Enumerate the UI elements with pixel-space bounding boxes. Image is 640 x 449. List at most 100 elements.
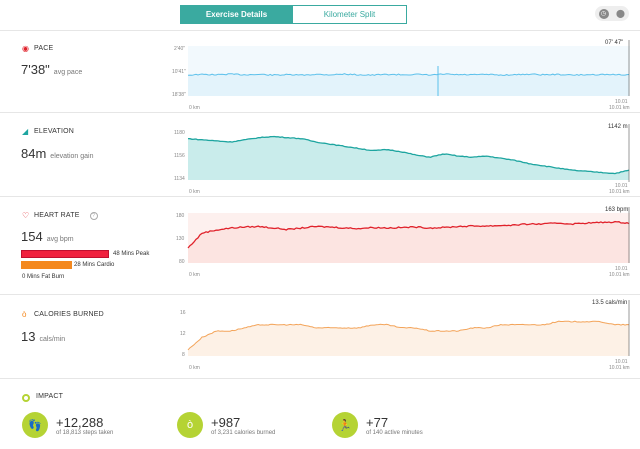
calories-line — [187, 320, 630, 351]
tab-exercise-details[interactable]: Exercise Details — [180, 5, 293, 24]
impact-steps: 👣 +12,288 of 18,813 steps taken — [22, 412, 177, 438]
elevation-header: ◢ ELEVATION — [22, 127, 74, 136]
calories-summary: 13 cals/min — [21, 329, 65, 344]
heart-x-end: 10.01 — [615, 266, 628, 272]
heart-x-end-km: 10.01 km — [609, 272, 630, 278]
heart-area — [188, 221, 629, 263]
calories-header: ò CALORIES BURNED — [22, 310, 104, 319]
zone-label-peak: 48 Mins Peak — [113, 251, 150, 257]
calories-unit: cals/min — [39, 336, 66, 343]
impact-steps-sub: of 18,813 steps taken — [56, 429, 114, 436]
zone-label-cardio: 28 Mins Cardio — [74, 262, 115, 268]
pin-icon[interactable]: ⬤ — [616, 8, 625, 18]
elevation-unit: elevation gain — [50, 153, 94, 160]
calories-ytick-2: 8 — [182, 352, 185, 358]
help-icon[interactable]: ? — [89, 211, 98, 220]
zone-bar-peak — [21, 250, 109, 258]
pace-svg: 2'40" 10'41" 18'38" 07' 47" 0 km 10.01 1… — [172, 40, 630, 111]
pace-title: PACE — [34, 45, 54, 52]
pace-unit: avg pace — [53, 69, 83, 76]
zone-bar-cardio — [21, 261, 72, 269]
impact-calories-sub: of 3,231 calories burned — [211, 429, 276, 436]
elevation-x-end-km: 10.01 km — [609, 189, 630, 195]
heart-line — [187, 220, 630, 249]
calories-title: CALORIES BURNED — [34, 311, 104, 318]
divider — [0, 30, 640, 31]
elevation-summary: 84m elevation gain — [21, 146, 94, 161]
pace-chart[interactable]: 2'40" 10'41" 18'38" 07' 47" 0 km 10.01 1… — [160, 38, 630, 111]
impact-header: IMPACT — [36, 393, 63, 400]
footprints-icon: 👣 — [22, 412, 48, 438]
heart-title: HEART RATE — [34, 212, 80, 219]
divider — [0, 378, 640, 379]
impact-active-value: +77 — [366, 414, 389, 430]
elevation-ytick-2: 1134 — [174, 176, 185, 182]
pace-ytick-0: 2'40" — [174, 46, 185, 52]
calories-ytick-0: 16 — [180, 310, 186, 316]
elevation-ytick-1: 1156 — [174, 153, 185, 159]
tab-kilometer-split[interactable]: Kilometer Split — [293, 5, 407, 24]
calories-x-end: 10.01 — [615, 359, 628, 365]
pace-x-end-km: 10.01 km — [609, 105, 630, 111]
impact-title: IMPACT — [36, 393, 64, 400]
pace-summary: 7'38" avg pace — [21, 62, 82, 77]
divider — [0, 196, 640, 197]
calories-x-end-km: 10.01 km — [609, 365, 630, 371]
pace-x-start: 0 km — [189, 105, 200, 111]
pace-area — [188, 73, 629, 96]
pace-peak: 07' 47" — [605, 40, 623, 46]
elevation-peak: 1142 m — [608, 124, 628, 130]
flame-icon: ò — [22, 310, 27, 319]
impact-calories-value: +987 — [211, 414, 241, 430]
calories-peak: 13.5 cals/min — [592, 300, 627, 306]
divider — [0, 112, 640, 113]
impact-calories: ò +987 of 3,231 calories burned — [177, 412, 332, 438]
heart-peak: 163 bpm — [605, 207, 628, 213]
mountain-icon: ◢ — [22, 127, 29, 136]
heart-unit: avg bpm — [46, 236, 74, 243]
calories-svg: 16 12 8 13.5 cals/min 0 km 10.01 10.01 k… — [180, 300, 630, 371]
elevation-ytick-0: 1180 — [174, 130, 185, 136]
heart-icon: ♡ — [22, 211, 30, 220]
clock-icon[interactable]: ◷ — [598, 8, 609, 19]
heart-chart[interactable]: 180 130 80 163 bpm 0 km 10.01 10.01 km — [160, 205, 630, 278]
pace-header: ◉ PACE — [22, 44, 53, 53]
heart-ytick-2: 80 — [179, 259, 185, 265]
pace-line — [187, 73, 630, 76]
calories-chart[interactable]: 16 12 8 13.5 cals/min 0 km 10.01 10.01 k… — [160, 298, 630, 371]
heart-svg: 180 130 80 163 bpm 0 km 10.01 10.01 km — [176, 207, 630, 278]
elevation-svg: 1180 1156 1134 1142 m 0 km 10.01 10.01 k… — [174, 124, 630, 195]
heart-value: 154 — [21, 229, 43, 244]
impact-row: 👣 +12,288 of 18,813 steps taken ò +987 o… — [22, 412, 487, 438]
pace-ytick-2: 18'38" — [172, 92, 186, 98]
heart-ytick-0: 180 — [176, 213, 185, 219]
elevation-x-end: 10.01 — [615, 183, 628, 189]
view-tabs: Exercise Details Kilometer Split — [180, 5, 407, 24]
calories-area — [188, 321, 629, 356]
elevation-x-start: 0 km — [189, 189, 200, 195]
elevation-area — [188, 136, 629, 180]
location-pin-icon: ◉ — [22, 44, 30, 53]
pace-x-end: 10.01 — [615, 99, 628, 105]
heart-x-start: 0 km — [189, 272, 200, 278]
impact-steps-value: +12,288 — [56, 414, 104, 430]
elevation-chart[interactable]: 1180 1156 1134 1142 m 0 km 10.01 10.01 k… — [160, 122, 630, 195]
elevation-value: 84m — [21, 146, 47, 161]
impact-active: 🏃 +77 of 140 active minutes — [332, 412, 487, 438]
divider — [0, 294, 640, 295]
calories-ytick-1: 12 — [180, 331, 186, 337]
heart-ytick-1: 130 — [176, 236, 185, 242]
elevation-line — [187, 135, 630, 175]
impact-active-sub: of 140 active minutes — [366, 429, 423, 436]
pace-value: 7'38" — [21, 62, 50, 77]
zone-label-fatburn: 0 Mins Fat Burn — [22, 274, 65, 280]
pace-ytick-1: 10'41" — [172, 69, 186, 75]
map-tools: ◷ ⬤ — [595, 6, 629, 21]
runner-icon: 🏃 — [332, 412, 358, 438]
flame-icon: ò — [177, 412, 203, 438]
heart-header: ♡ HEART RATE ? — [22, 211, 98, 220]
calories-value: 13 — [21, 329, 36, 344]
calories-x-start: 0 km — [189, 365, 200, 371]
heart-summary: 154 avg bpm — [21, 229, 74, 244]
elevation-title: ELEVATION — [34, 128, 75, 135]
